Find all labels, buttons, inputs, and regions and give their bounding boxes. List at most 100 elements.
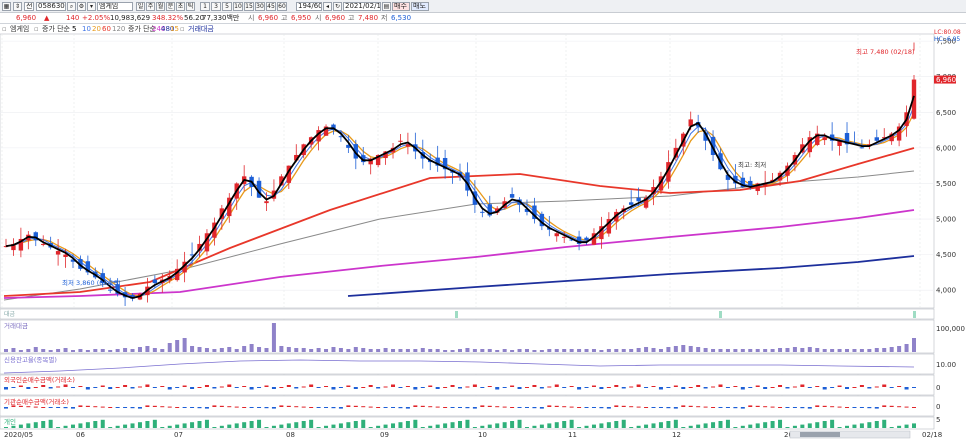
minute-button-3[interactable]: 3 bbox=[211, 2, 221, 11]
volume-bar-112 bbox=[837, 349, 842, 352]
foreign-bar-25 bbox=[190, 387, 195, 389]
search-icon[interactable]: ⌕ bbox=[67, 2, 76, 11]
individual-bar-13 bbox=[100, 419, 105, 428]
price-tick-label: 5,000 bbox=[936, 216, 956, 224]
period-button-4[interactable]: 초 bbox=[176, 2, 185, 11]
foreign-bar-59 bbox=[443, 387, 448, 388]
period-button-5[interactable]: 틱 bbox=[186, 2, 195, 11]
volume-bar-21 bbox=[160, 349, 165, 352]
individual-bar-41 bbox=[309, 419, 314, 428]
arrows-icon[interactable]: ⇕ bbox=[13, 2, 22, 11]
market-select[interactable]: 전 bbox=[24, 2, 34, 11]
institution-bar-63 bbox=[472, 407, 477, 409]
amount-b: 77,330백만 bbox=[202, 14, 240, 22]
legend-ma-label: 증가 단순 bbox=[42, 25, 70, 33]
individual-bar-59 bbox=[443, 423, 448, 428]
volume-bar-39 bbox=[294, 348, 299, 352]
day-low-value: 6,530 bbox=[391, 14, 412, 22]
candle-body-68 bbox=[509, 194, 515, 198]
individual-bar-20 bbox=[152, 419, 157, 428]
candle-body-48 bbox=[361, 155, 366, 163]
legend-toggle-icon[interactable]: ▫ bbox=[2, 25, 7, 33]
foreign-bar-113 bbox=[845, 387, 850, 389]
institution-bar-73 bbox=[547, 405, 552, 407]
foreign-bar-11 bbox=[85, 387, 90, 390]
individual-bar-68 bbox=[510, 421, 515, 428]
grid-icon[interactable]: ▦ bbox=[2, 2, 11, 11]
individual-bar-80 bbox=[599, 423, 604, 428]
foreign-bar-103 bbox=[770, 387, 775, 388]
buy-button[interactable]: 매수 bbox=[392, 2, 410, 11]
x-axis-label: 08 bbox=[286, 431, 295, 439]
sell-button[interactable]: 매도 bbox=[411, 2, 429, 11]
minute-button-1[interactable]: 1 bbox=[200, 2, 210, 11]
individual-bar-10 bbox=[78, 423, 83, 428]
foreign-bar-0 bbox=[4, 387, 8, 390]
individual-bar-107 bbox=[800, 424, 805, 428]
foreign-bar-56 bbox=[420, 387, 425, 388]
individual-bar-55 bbox=[413, 419, 418, 428]
volume-bar-121 bbox=[904, 344, 909, 352]
price-tick-label: 7,500 bbox=[936, 38, 956, 46]
individual-bar-112 bbox=[837, 427, 842, 428]
individual-bar-76 bbox=[569, 419, 574, 428]
volume-bar-88 bbox=[658, 349, 663, 352]
calendar-icon[interactable]: ▤ bbox=[382, 2, 391, 11]
foreign-bar-63 bbox=[472, 384, 477, 387]
stock-name-field[interactable]: 엠게임 bbox=[97, 2, 133, 11]
prev-icon[interactable]: ◂ bbox=[323, 2, 332, 11]
candle-body-13 bbox=[100, 273, 105, 284]
institution-bar-47 bbox=[353, 405, 358, 407]
institution-bar-115 bbox=[859, 407, 864, 408]
legend-toggle-icon-3[interactable]: ▫ bbox=[180, 25, 185, 33]
period-button-0[interactable]: 일 bbox=[136, 2, 145, 11]
candle-body-77 bbox=[576, 236, 582, 244]
institution-bar-98 bbox=[733, 407, 738, 409]
low-label: 시 bbox=[315, 14, 322, 22]
x-axis-label: 06 bbox=[76, 431, 85, 439]
minute-button-10[interactable]: 10 bbox=[233, 2, 243, 11]
foreign-bar-77 bbox=[577, 387, 582, 390]
date-field[interactable]: 2021/02/18 bbox=[343, 2, 381, 11]
minute-button-15[interactable]: 15 bbox=[244, 2, 254, 11]
volume-bar-122 bbox=[912, 338, 916, 352]
candle-body-70 bbox=[524, 208, 530, 212]
dropdown-icon[interactable]: ▾ bbox=[87, 2, 96, 11]
candle-body-117 bbox=[874, 137, 879, 141]
foreign-bar-114 bbox=[852, 387, 857, 388]
institution-bar-85 bbox=[636, 406, 641, 408]
candle-body-30 bbox=[227, 197, 232, 217]
individual-bar-26 bbox=[197, 421, 202, 428]
indicator-label: 대금 bbox=[4, 310, 16, 318]
settings-icon[interactable]: ⚙ bbox=[77, 2, 86, 11]
period-button-2[interactable]: 월 bbox=[156, 2, 165, 11]
minute-button-45[interactable]: 45 bbox=[266, 2, 276, 11]
refresh-icon[interactable]: ↻ bbox=[333, 2, 342, 11]
foreign-bar-109 bbox=[815, 386, 820, 387]
x-axis-label: 09 bbox=[380, 431, 389, 439]
institution-bar-25 bbox=[190, 407, 195, 408]
institution-bar-113 bbox=[845, 407, 850, 408]
minute-button-5[interactable]: 5 bbox=[222, 2, 232, 11]
foreign-bar-47 bbox=[353, 387, 358, 389]
institution-bar-94 bbox=[703, 406, 708, 408]
institution-bar-64 bbox=[480, 405, 485, 407]
individual-bar-40 bbox=[301, 421, 306, 428]
minute-button-60[interactable]: 60 bbox=[277, 2, 287, 11]
legend-ma2-480: 480 bbox=[161, 25, 175, 33]
period-button-3[interactable]: 분 bbox=[166, 2, 175, 11]
period-button-1[interactable]: 주 bbox=[146, 2, 155, 11]
individual-bar-46 bbox=[346, 422, 351, 428]
candle-body-78 bbox=[584, 237, 589, 241]
volume-bar-2 bbox=[18, 350, 23, 352]
minute-button-30[interactable]: 30 bbox=[255, 2, 265, 11]
volume-bar-89 bbox=[666, 347, 671, 352]
individual-panel-label: 개인 bbox=[4, 417, 16, 426]
individual-bar-17 bbox=[130, 423, 135, 428]
legend-toggle-icon-2[interactable]: ▫ bbox=[34, 25, 39, 33]
institution-bar-96 bbox=[718, 407, 723, 408]
stock-code-input[interactable]: 058630 bbox=[36, 2, 66, 11]
count-field[interactable]: 194/600 bbox=[296, 2, 322, 11]
individual-bar-32 bbox=[242, 422, 247, 428]
institution-bar-38 bbox=[286, 405, 291, 407]
